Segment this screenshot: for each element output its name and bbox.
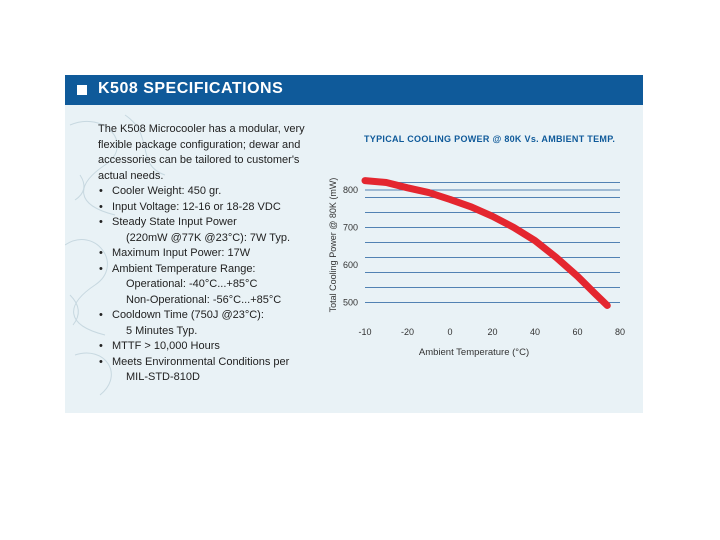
decorative-swirl-background [65, 114, 166, 396]
spec-subtext: (220mW @77K @23°C): 7W Typ. [126, 231, 291, 244]
intro-text: The K508 Microcooler has a modular, very… [98, 123, 305, 182]
chart-title: TYPICAL COOLING POWER @ 80K Vs. AMBIENT … [364, 134, 616, 144]
spec-text: Meets Environmental Conditions per [112, 355, 290, 368]
bullet-icon: • [99, 355, 103, 368]
bullet-icon: • [99, 216, 103, 228]
y-axis-label: Total Cooling Power @ 80K (mW) [328, 178, 338, 313]
x-axis-label: Ambient Temperature (°C) [419, 347, 529, 358]
spec-text: MTTF > 10,000 Hours [112, 340, 220, 352]
y-tick-labels: 800 700 600 500 [343, 185, 358, 308]
spec-subtext: MIL-STD-810D [126, 371, 200, 383]
x-tick-labels: -10 -20 0 20 40 60 80 [358, 327, 625, 337]
spec-panel: K508 SPECIFICATIONS The K508 Microcooler… [65, 75, 643, 413]
list-item: • Cooldown Time (750J @23°C): 5 Minutes T… [98, 308, 328, 339]
list-item: • Ambient Temperature Range: Operational:… [98, 262, 328, 309]
list-item: • Meets Environmental Conditions per MIL-… [98, 355, 328, 386]
y-tick-label: 600 [343, 260, 358, 270]
x-tick-label: -20 [401, 327, 414, 337]
list-item: • Steady State Input Power (220mW @77K @2… [98, 215, 328, 246]
spec-text: Cooldown Time (750J @23°C): [112, 309, 264, 321]
x-tick-label: 80 [615, 327, 625, 337]
cooling-power-chart: 800 700 600 500 -10 -20 0 20 40 60 80 Ambient Tem… [328, 177, 625, 358]
y-tick-label: 500 [343, 298, 358, 308]
list-item: • Cooler Weight: 450 gr. [98, 184, 328, 200]
spec-list: The K508 Microcooler has a modular, very… [98, 122, 328, 386]
bullet-icon: • [99, 340, 103, 352]
x-tick-label: 20 [487, 327, 497, 337]
bullet-icon: • [99, 262, 103, 275]
series-line [361, 177, 611, 309]
y-tick-label: 800 [343, 185, 358, 195]
bullet-icon: • [99, 185, 103, 197]
square-bullet-icon [77, 85, 87, 95]
header-bar: K508 SPECIFICATIONS [65, 75, 643, 105]
spec-subtext: Operational: -40°C...+85°C [126, 278, 258, 290]
spec-text: Ambient Temperature Range: [112, 262, 256, 275]
bullet-list: • Cooler Weight: 450 gr. • Input Voltage: … [98, 184, 328, 386]
page-title: K508 SPECIFICATIONS [98, 80, 284, 97]
list-item: • Input Voltage: 12-16 or 18-28 VDC [98, 200, 328, 216]
chart-series [361, 177, 611, 309]
x-tick-label: -10 [358, 327, 371, 337]
spec-text: Steady State Input Power [112, 216, 237, 228]
bullet-icon: • [99, 200, 103, 213]
bullet-icon: • [99, 309, 103, 321]
spec-text: Cooler Weight: 450 gr. [112, 185, 222, 197]
x-tick-label: 60 [572, 327, 582, 337]
list-item: • MTTF > 10,000 Hours [98, 339, 328, 355]
x-tick-label: 0 [447, 327, 452, 337]
spec-text: Maximum Input Power: 17W [112, 247, 251, 259]
spec-text: Input Voltage: 12-16 or 18-28 VDC [112, 200, 281, 213]
y-tick-label: 700 [343, 223, 358, 233]
x-tick-label: 40 [530, 327, 540, 337]
spec-subtext: 5 Minutes Typ. [126, 324, 198, 337]
list-item: • Maximum Input Power: 17W [98, 246, 328, 262]
bullet-icon: • [99, 247, 103, 259]
spec-subtext: Non-Operational: -56°C...+85°C [126, 293, 282, 306]
